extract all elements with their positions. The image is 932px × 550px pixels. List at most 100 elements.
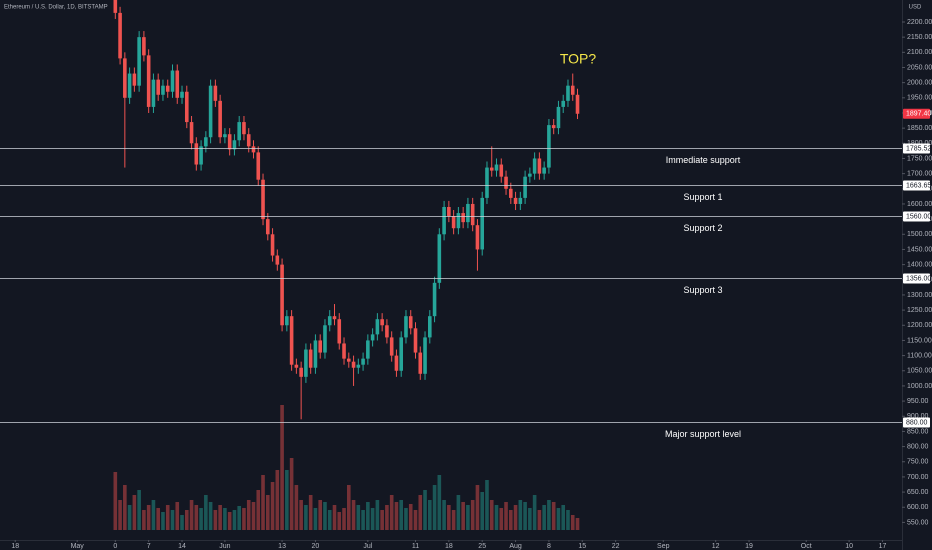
candle-body (161, 85, 165, 95)
candle-body (151, 79, 156, 107)
volume-bar (161, 512, 165, 530)
candle-body (366, 340, 370, 359)
volume-bar (294, 485, 299, 530)
top-annotation: TOP? (560, 51, 597, 67)
x-tick-label: 15 (578, 543, 586, 550)
volume-bar (194, 505, 199, 530)
y-tick-label: 2000.00 (907, 79, 932, 86)
candle-body (380, 319, 384, 326)
x-tick-label: 14 (178, 543, 186, 550)
x-tick-label: Oct (801, 543, 812, 550)
level-tag-label: 1663.65 (906, 182, 931, 189)
candle-body (356, 364, 361, 368)
y-tick-label: 1100.00 (907, 352, 932, 359)
candle-body (313, 340, 318, 368)
y-tick-label: 1200.00 (907, 322, 932, 329)
candle-body (199, 146, 203, 165)
candle-body (537, 158, 542, 174)
candle-body (213, 85, 218, 101)
candle-body (180, 91, 184, 98)
candle-body (304, 349, 308, 377)
y-tick-label: 1150.00 (907, 337, 932, 344)
volume-bar (261, 475, 265, 530)
x-tick-label: May (71, 543, 85, 550)
volume-bar (413, 510, 418, 530)
volume-bar (246, 500, 251, 530)
x-tick-label: Sep (657, 543, 670, 550)
candle-body (223, 134, 227, 138)
y-tick-label: 1950.00 (907, 95, 932, 102)
volume-bar (289, 458, 294, 530)
volume-bar (137, 490, 141, 530)
volume-bar (518, 500, 523, 530)
y-tick-label: 1050.00 (907, 368, 932, 375)
volume-bar (127, 505, 132, 530)
candle-body (542, 167, 546, 174)
candle-body (242, 122, 246, 135)
y-tick-label: 1850.00 (907, 125, 932, 132)
candle-body (494, 164, 499, 171)
volume-bar (385, 505, 389, 530)
candle-body (285, 316, 289, 326)
candle-body (232, 140, 237, 150)
x-tick-label: 18 (11, 543, 19, 550)
volume-bar (313, 508, 318, 530)
y-tick-label: 900.00 (907, 413, 929, 420)
candle-body (466, 203, 470, 223)
volume-bar (165, 505, 170, 530)
level-annotation: Major support level (665, 429, 741, 439)
candle-body (418, 352, 423, 374)
candle-body (146, 55, 151, 107)
x-tick-label: 18 (445, 543, 453, 550)
volume-bar (375, 500, 380, 530)
volume-bar (323, 502, 327, 530)
volume-bar (204, 495, 208, 530)
candle-body (156, 79, 160, 95)
y-tick-label: 750.00 (907, 459, 929, 466)
volume-bar (566, 510, 570, 530)
volume-bar (528, 508, 532, 530)
volume-bar (556, 508, 561, 530)
y-tick-label: 1000.00 (907, 383, 932, 390)
candle-body (475, 225, 480, 250)
x-tick-label: 25 (478, 543, 486, 550)
volume-bar (437, 475, 442, 530)
x-tick-label: 22 (612, 543, 620, 550)
volume-bar (304, 505, 308, 530)
volume-bar (399, 500, 404, 530)
volume-bar (175, 502, 180, 530)
volume-bar (551, 502, 556, 530)
y-tick-label: 2200.00 (907, 19, 932, 26)
volume-bar (432, 485, 437, 530)
x-tick-label: 19 (745, 543, 753, 550)
level-tag (903, 211, 930, 222)
volume-bar (299, 500, 303, 530)
volume-bar (308, 495, 313, 530)
volume-bar (223, 508, 227, 530)
candle-body (218, 100, 222, 138)
candle-body (327, 316, 332, 326)
volume-bar (532, 495, 537, 530)
y-tick-label: 1750.00 (907, 155, 932, 162)
volume-bar (242, 508, 246, 530)
volume-bar (504, 502, 508, 530)
candle-body (132, 73, 137, 86)
candle-body (513, 197, 518, 204)
y-tick-label: 1450.00 (907, 246, 932, 253)
volume-bar (361, 510, 365, 530)
volume-bar (184, 510, 189, 530)
volume-bar (480, 492, 485, 530)
candle-body (489, 167, 494, 171)
candle-body (561, 100, 566, 107)
candle-body (137, 37, 141, 86)
volume-bar (456, 495, 461, 530)
level-tag-label: 1560.00 (906, 213, 931, 220)
volume-bar (351, 500, 356, 530)
y-tick-label: 950.00 (907, 398, 929, 405)
volume-bar (513, 505, 518, 530)
candle-body (337, 319, 342, 344)
y-tick-label: 550.00 (907, 519, 929, 526)
volume-bar (575, 518, 580, 530)
volume-bar (208, 502, 213, 530)
candle-body (404, 316, 408, 338)
